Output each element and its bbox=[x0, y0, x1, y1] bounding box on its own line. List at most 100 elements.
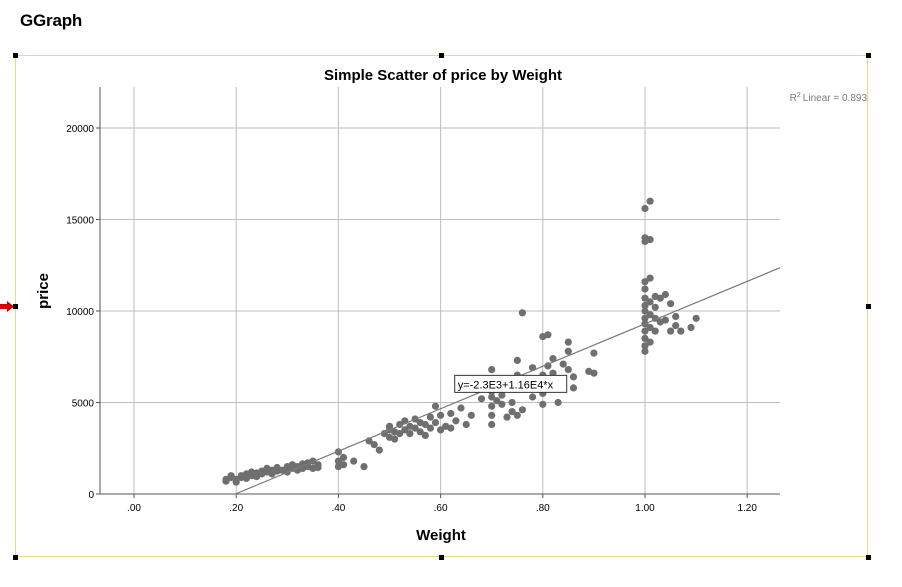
data-point bbox=[564, 347, 572, 355]
data-point bbox=[396, 430, 404, 438]
data-point bbox=[646, 274, 654, 282]
data-point bbox=[493, 397, 501, 405]
data-point bbox=[334, 457, 342, 465]
resize-handle-middle-right[interactable] bbox=[866, 304, 871, 309]
data-point bbox=[488, 393, 496, 401]
data-point bbox=[646, 338, 654, 346]
data-point bbox=[339, 461, 348, 469]
data-point bbox=[421, 431, 429, 439]
app-title: GGraph bbox=[20, 11, 83, 30]
fit-equation-box bbox=[454, 374, 568, 393]
x-tick-label: 1.00 bbox=[635, 503, 655, 514]
data-point bbox=[554, 398, 562, 407]
data-point bbox=[416, 428, 424, 436]
data-point bbox=[667, 300, 675, 308]
data-point bbox=[641, 307, 649, 315]
data-point bbox=[646, 236, 654, 244]
data-point bbox=[646, 197, 654, 205]
data-point bbox=[569, 384, 578, 392]
data-point bbox=[406, 430, 414, 438]
data-point bbox=[462, 420, 470, 429]
data-point bbox=[641, 314, 649, 322]
data-point bbox=[513, 411, 521, 419]
r-squared-superscript: 2 bbox=[797, 92, 801, 99]
data-point bbox=[544, 362, 552, 370]
data-point bbox=[641, 334, 649, 342]
data-point bbox=[467, 411, 475, 419]
data-point bbox=[641, 342, 649, 350]
data-point bbox=[641, 204, 649, 213]
data-point bbox=[646, 311, 654, 319]
data-point bbox=[590, 369, 598, 377]
data-point bbox=[641, 278, 649, 286]
data-point bbox=[687, 323, 695, 332]
resize-handle-top-right[interactable] bbox=[866, 53, 871, 58]
r-squared-prefix: R bbox=[790, 93, 797, 104]
data-point bbox=[498, 391, 506, 399]
data-point bbox=[529, 393, 537, 401]
data-point bbox=[518, 406, 527, 414]
data-point bbox=[227, 472, 235, 480]
data-point bbox=[452, 417, 460, 425]
x-tick-label: .20 bbox=[229, 503, 243, 514]
data-point bbox=[421, 420, 429, 429]
data-point bbox=[488, 420, 496, 429]
data-point bbox=[431, 419, 440, 427]
data-point bbox=[641, 285, 649, 293]
data-point bbox=[447, 424, 455, 432]
data-point bbox=[437, 411, 445, 419]
data-point bbox=[508, 398, 516, 407]
resize-handle-bottom-left[interactable] bbox=[13, 555, 18, 560]
x-axis-title: Weight bbox=[416, 527, 466, 544]
x-tick-label: 1.20 bbox=[737, 503, 757, 514]
data-point bbox=[385, 422, 394, 430]
data-point bbox=[488, 411, 496, 419]
data-point bbox=[431, 402, 440, 410]
data-point bbox=[391, 435, 399, 443]
data-point bbox=[488, 402, 496, 410]
data-point bbox=[375, 446, 383, 454]
data-point bbox=[411, 424, 419, 432]
data-point bbox=[488, 366, 496, 374]
resize-handle-bottom-right[interactable] bbox=[866, 555, 871, 560]
resize-handle-top-left[interactable] bbox=[13, 53, 18, 58]
y-tick-label: 15000 bbox=[66, 216, 94, 227]
resize-handle-middle-left[interactable] bbox=[13, 304, 18, 309]
resize-handle-bottom-center[interactable] bbox=[439, 555, 444, 560]
data-point bbox=[370, 441, 378, 449]
y-axis-title: price bbox=[35, 273, 52, 309]
data-point bbox=[477, 395, 486, 403]
data-point bbox=[457, 404, 465, 412]
data-point bbox=[549, 355, 557, 363]
data-point bbox=[426, 424, 434, 432]
data-point bbox=[498, 400, 506, 408]
data-point bbox=[401, 426, 409, 434]
data-point bbox=[314, 463, 322, 472]
resize-handle-top-center[interactable] bbox=[439, 53, 444, 58]
data-point bbox=[590, 349, 598, 357]
data-point bbox=[641, 347, 649, 355]
data-point bbox=[656, 294, 664, 302]
x-tick-label: .40 bbox=[331, 503, 345, 514]
data-point bbox=[661, 290, 670, 299]
data-point bbox=[646, 298, 654, 306]
r-squared-label: R2 Linear = 0.893 bbox=[790, 92, 868, 104]
data-point bbox=[447, 409, 455, 418]
data-point bbox=[437, 426, 445, 434]
data-point bbox=[518, 309, 527, 317]
y-tick-label: 20000 bbox=[66, 124, 94, 135]
data-point bbox=[667, 327, 675, 335]
data-point bbox=[672, 322, 680, 330]
x-tick-label: .80 bbox=[536, 503, 550, 514]
x-tick-label: .00 bbox=[127, 503, 141, 514]
data-point bbox=[651, 303, 659, 311]
data-point bbox=[692, 314, 700, 322]
data-point bbox=[339, 453, 348, 461]
red-arrow-marker-icon bbox=[0, 301, 14, 312]
data-point bbox=[564, 338, 572, 346]
data-point bbox=[503, 413, 511, 421]
data-point bbox=[350, 457, 358, 465]
data-point bbox=[426, 413, 434, 421]
data-point bbox=[641, 301, 649, 310]
